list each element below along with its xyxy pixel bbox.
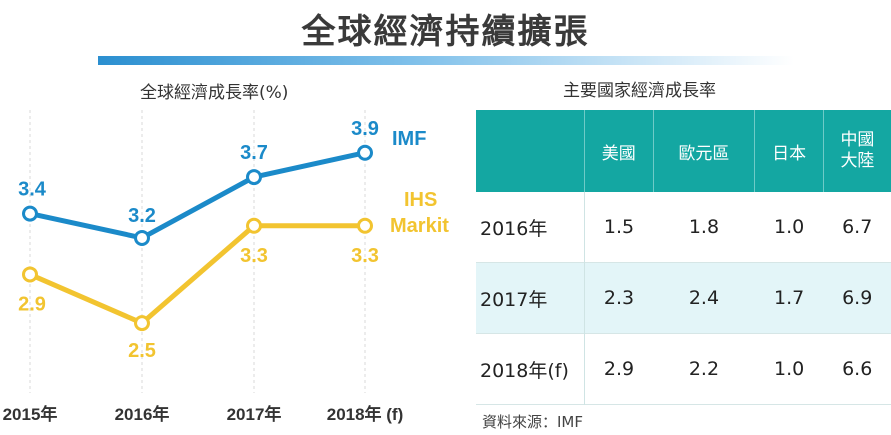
x-tick-label: 2015年 (3, 404, 58, 424)
x-tick-label: 2018年 (f) (327, 404, 404, 424)
data-point (22, 266, 38, 283)
cell-value: 1.0 (774, 358, 805, 380)
cell-value: 1.0 (774, 216, 805, 238)
data-point (134, 315, 150, 332)
data-point (357, 217, 373, 234)
row-year: 2017年 (476, 262, 585, 334)
table-header-row: 美國 歐元區 日本 中國 大陸 (476, 110, 891, 192)
title-underline-bar (98, 56, 794, 65)
legend-imf: IMF (392, 128, 426, 150)
cell-value: 1.5 (584, 192, 654, 263)
chart-points (22, 144, 373, 332)
cell-value: 1.7 (754, 262, 824, 334)
data-label: 3.2 (128, 205, 156, 227)
main-title: 全球經濟持續擴張 (301, 12, 590, 52)
table-header-china-line2: 大陸 (840, 151, 875, 171)
data-point (246, 217, 262, 234)
legend-ihs-line2: Markit (390, 215, 449, 237)
data-label: 3.3 (240, 245, 268, 267)
chart-x-ticks: 2015年 2016年 2017年 2018年 (f) (3, 404, 404, 424)
cell-value: 6.7 (842, 216, 873, 238)
cell-value: 6.9 (823, 262, 891, 334)
table-header-china: 中國 大陸 (822, 110, 891, 192)
data-point (22, 205, 38, 222)
chart-data-labels: 3.4 3.2 3.7 3.9 2.9 2.5 3.3 3.3 (18, 118, 379, 362)
table-row: 2016年 1.5 1.8 1.0 6.7 (476, 192, 891, 263)
table-row: 2017年 2.3 2.4 1.7 6.9 (476, 262, 891, 334)
growth-table: 美國 歐元區 日本 中國 大陸 2016年 1.5 1.8 1.0 6.7 20… (476, 110, 891, 405)
growth-line-chart: 3.4 3.2 3.7 3.9 2.9 2.5 3.3 3.3 2015年 2016年 2017年… (3, 110, 449, 424)
data-point (357, 144, 373, 161)
series-line-0 (29, 150, 366, 241)
table-row: 2018年(f) 2.9 2.2 1.0 6.6 (476, 333, 891, 405)
chart-series (29, 150, 366, 326)
table-title: 主要國家經濟成長率 (563, 81, 716, 101)
table-header-china-line1: 中國 (840, 130, 875, 150)
table-header-corner (476, 110, 585, 192)
cell-value: 2.4 (653, 262, 755, 334)
cell-value: 1.8 (688, 216, 720, 238)
legend-ihs-line1: IHS (404, 189, 437, 211)
chart-grid (29, 110, 366, 393)
data-label: 3.3 (351, 245, 379, 267)
cell-value: 2.2 (688, 358, 720, 380)
data-label: 3.7 (240, 142, 268, 164)
data-point (246, 169, 262, 186)
data-point (134, 229, 150, 246)
x-tick-label: 2016年 (115, 404, 170, 424)
cell-value: 6.6 (842, 358, 873, 380)
chart-title: 全球經濟成長率(%) (140, 83, 289, 103)
cell-value: 2.3 (584, 262, 654, 334)
series-line-1 (29, 223, 365, 326)
data-label: 3.4 (18, 179, 47, 201)
row-year: 2018年(f) (480, 359, 569, 382)
table-header-us: 美國 (584, 110, 654, 192)
data-label: 2.9 (18, 293, 46, 315)
source-note: 資料來源：IMF (482, 413, 583, 431)
table-header-eurozone: 歐元區 (652, 110, 755, 192)
cell-value: 2.9 (584, 333, 654, 405)
data-label: 3.9 (351, 118, 379, 140)
data-label: 2.5 (128, 340, 156, 362)
table-header-japan: 日本 (754, 110, 824, 192)
row-year: 2016年 (480, 217, 548, 240)
x-tick-label: 2017年 (227, 404, 282, 424)
